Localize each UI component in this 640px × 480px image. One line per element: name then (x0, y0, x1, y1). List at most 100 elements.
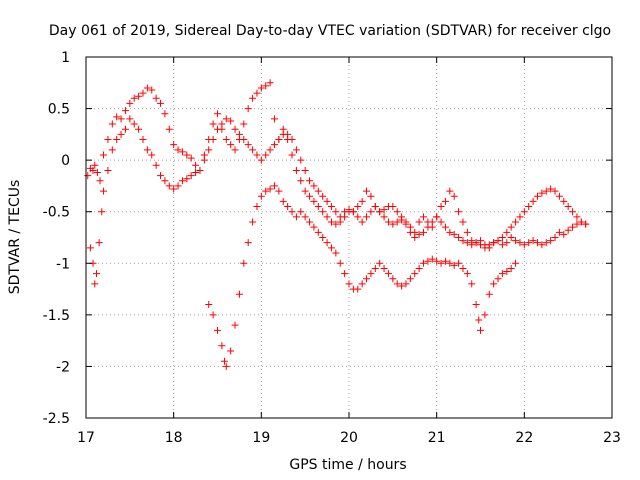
data-point (354, 213, 362, 221)
data-point (257, 192, 265, 200)
data-point (98, 208, 106, 216)
data-point (148, 86, 156, 94)
data-point (551, 234, 559, 241)
data-point (157, 172, 165, 180)
data-point (174, 146, 182, 154)
data-point (143, 84, 151, 92)
data-point (314, 187, 322, 195)
data-point (231, 146, 239, 154)
data-point (266, 185, 274, 193)
data-point (214, 326, 221, 334)
data-point (257, 156, 265, 164)
data-point (192, 169, 200, 177)
data-point (249, 218, 257, 226)
data-point (503, 228, 511, 236)
y-tick-labels: -2.5 -2 -1.5 -1 -0.5 0 0.5 1 (43, 50, 70, 427)
data-point (205, 146, 213, 154)
data-point (292, 166, 300, 174)
data-point (376, 208, 384, 216)
data-point (393, 218, 401, 226)
data-point (507, 234, 515, 241)
data-point (332, 249, 340, 257)
data-point (306, 218, 314, 226)
data-point (433, 257, 441, 265)
data-point (516, 239, 524, 247)
data-point (354, 203, 362, 211)
data-point (555, 228, 563, 236)
data-point (157, 99, 165, 107)
data-point (358, 280, 366, 288)
data-point (244, 105, 252, 113)
data-point (178, 177, 186, 185)
data-point (218, 342, 226, 350)
data-point (135, 92, 143, 100)
data-point (468, 241, 476, 249)
data-point (165, 182, 173, 190)
data-point (104, 136, 112, 144)
data-point (117, 115, 125, 123)
data-point (170, 185, 178, 193)
data-point (389, 275, 397, 283)
data-point (275, 136, 283, 144)
data-point (428, 218, 436, 226)
data-point (297, 177, 305, 185)
data-point (520, 241, 528, 249)
data-point (367, 208, 375, 216)
data-point (266, 79, 274, 87)
data-point (113, 113, 121, 121)
data-point (507, 264, 515, 272)
x-tick-label: 20 (340, 430, 358, 446)
data-point (174, 182, 182, 190)
data-point (93, 169, 101, 177)
data-point (415, 230, 423, 238)
data-point (104, 166, 112, 174)
data-point (227, 141, 235, 149)
data-point (569, 223, 577, 231)
data-point (455, 208, 463, 216)
data-point (284, 203, 292, 211)
data-point (380, 264, 388, 272)
data-point (227, 117, 235, 125)
data-point (384, 270, 392, 278)
data-point (192, 161, 200, 169)
y-axis-title: SDTVAR / TECUs (7, 180, 23, 295)
data-point (485, 290, 493, 298)
data-point (297, 208, 305, 216)
data-point (253, 203, 261, 211)
data-point (384, 218, 392, 226)
data-point (446, 228, 454, 236)
x-tick-label: 18 (165, 430, 183, 446)
data-point (371, 264, 379, 272)
data-point (319, 192, 327, 200)
data-point (498, 270, 506, 278)
data-point (148, 151, 156, 159)
y-tick-label: -1 (56, 256, 70, 272)
data-point (183, 151, 191, 159)
data-point (235, 130, 243, 138)
data-point (420, 213, 428, 221)
data-point (455, 234, 463, 241)
data-point (389, 220, 397, 228)
data-point (279, 197, 287, 205)
x-tick-label: 23 (603, 430, 621, 446)
data-point (130, 94, 138, 102)
data-point (459, 237, 467, 245)
data-point (398, 282, 406, 290)
data-point (244, 239, 252, 247)
data-point (231, 125, 239, 133)
data-point (494, 275, 502, 283)
data-point (406, 275, 414, 283)
y-tick-label: -2 (56, 359, 70, 375)
data-point (490, 239, 498, 247)
data-point (301, 166, 309, 174)
data-point (121, 107, 129, 115)
data-point (512, 237, 520, 245)
data-point (582, 220, 590, 228)
data-point (288, 136, 296, 144)
data-point (126, 99, 134, 107)
data-point (143, 146, 151, 154)
data-point (108, 146, 116, 154)
y-tick-label: 0 (61, 153, 70, 169)
data-point (420, 259, 428, 267)
data-point (244, 141, 252, 149)
